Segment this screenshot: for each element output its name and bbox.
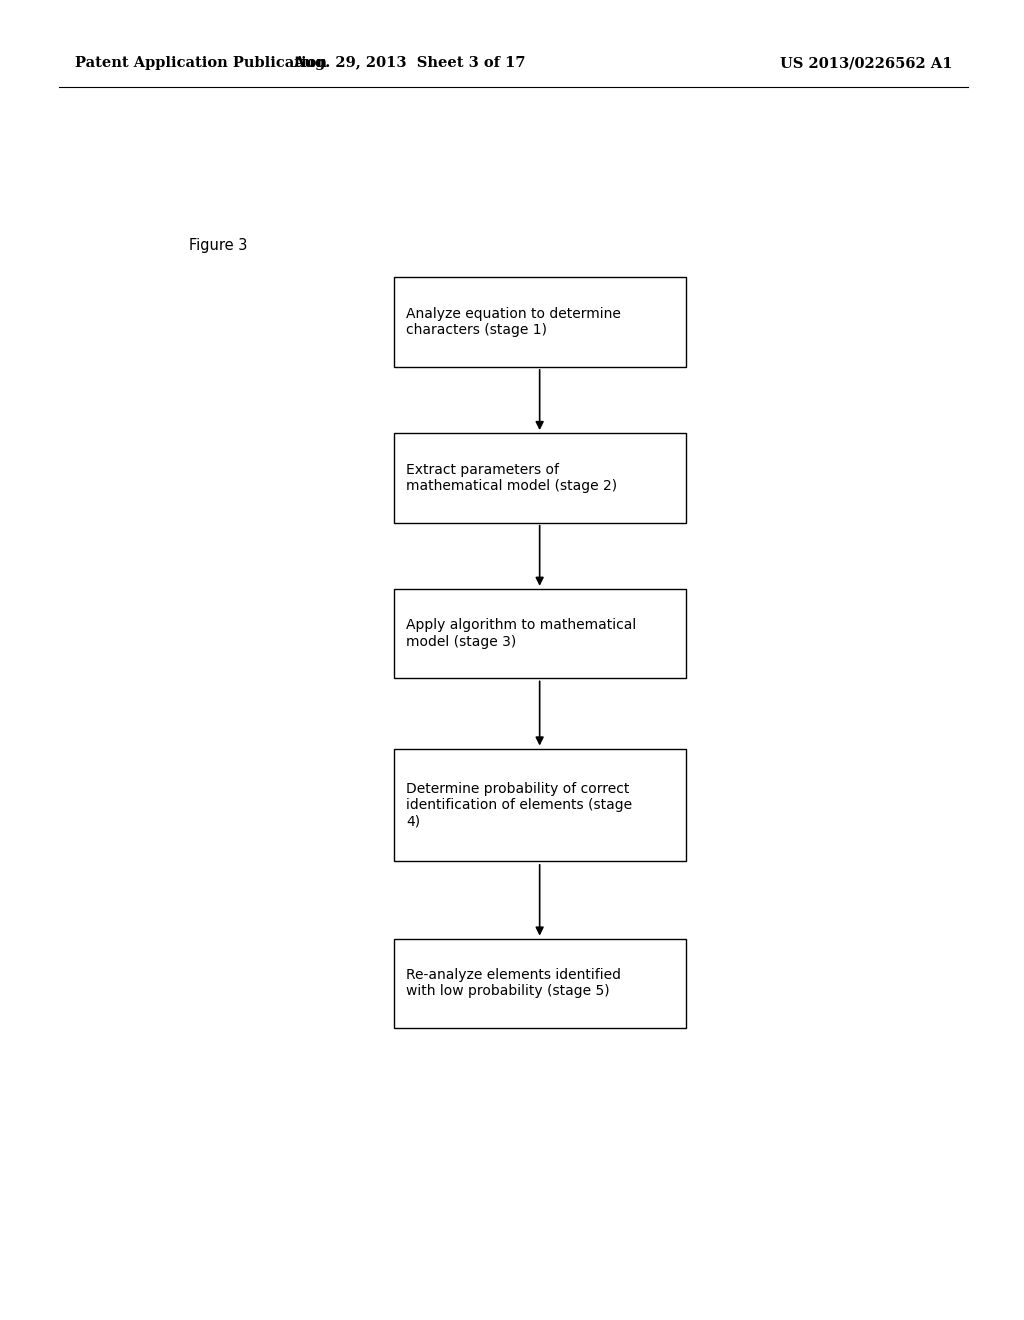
Text: Aug. 29, 2013  Sheet 3 of 17: Aug. 29, 2013 Sheet 3 of 17 xyxy=(293,57,526,70)
Text: Patent Application Publication: Patent Application Publication xyxy=(75,57,327,70)
Bar xyxy=(394,433,686,523)
Bar xyxy=(394,277,686,367)
Text: Apply algorithm to mathematical
model (stage 3): Apply algorithm to mathematical model (s… xyxy=(407,619,636,648)
Text: Determine probability of correct
identification of elements (stage
4): Determine probability of correct identif… xyxy=(407,781,632,829)
Text: Figure 3: Figure 3 xyxy=(189,238,248,252)
Bar xyxy=(394,589,686,678)
Text: Extract parameters of
mathematical model (stage 2): Extract parameters of mathematical model… xyxy=(407,463,617,492)
Text: Re-analyze elements identified
with low probability (stage 5): Re-analyze elements identified with low … xyxy=(407,969,621,998)
Text: Analyze equation to determine
characters (stage 1): Analyze equation to determine characters… xyxy=(407,308,621,337)
Bar xyxy=(394,939,686,1028)
Bar xyxy=(394,748,686,861)
Text: US 2013/0226562 A1: US 2013/0226562 A1 xyxy=(780,57,952,70)
